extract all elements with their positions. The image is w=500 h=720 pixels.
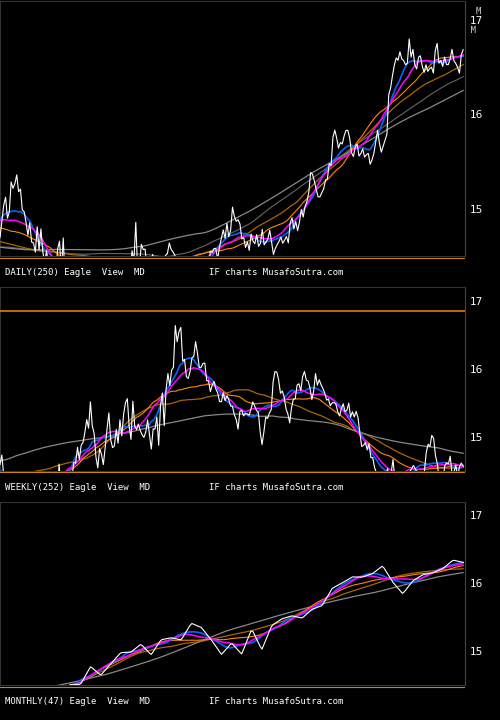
- Text: 100EMA: 16.42: 100EMA: 16.42: [135, 7, 205, 16]
- Text: 20EMA: 16.62: 20EMA: 16.62: [5, 7, 70, 16]
- Text: 30EMA: 16.35: 30EMA: 16.35: [5, 26, 70, 35]
- Text: L: 16.74: L: 16.74: [320, 26, 363, 35]
- Text: WEEKLY(252) Eagle  View  MD: WEEKLY(252) Eagle View MD: [4, 483, 150, 492]
- Text: 200EMA: 16.18: 200EMA: 16.18: [135, 26, 205, 35]
- Text: IF charts MusafoSutra.com: IF charts MusafoSutra.com: [209, 483, 344, 492]
- Text: IF charts MusafoSutra.com: IF charts MusafoSutra.com: [209, 698, 344, 706]
- Text: Avg Vol: 0.056  M: Avg Vol: 0.056 M: [390, 7, 482, 16]
- Text: H: 16.80: H: 16.80: [320, 7, 363, 16]
- Text: O: 16.78: O: 16.78: [260, 7, 303, 16]
- Text: DAILY(250) Eagle  View  MD: DAILY(250) Eagle View MD: [4, 269, 144, 277]
- Text: C: 16.75: C: 16.75: [260, 26, 303, 35]
- Text: MONTHLY(47) Eagle  View  MD: MONTHLY(47) Eagle View MD: [4, 698, 150, 706]
- Text: Day Vol: 0.057 M: Day Vol: 0.057 M: [390, 26, 476, 35]
- Text: IF charts MusafoSutra.com: IF charts MusafoSutra.com: [209, 269, 344, 277]
